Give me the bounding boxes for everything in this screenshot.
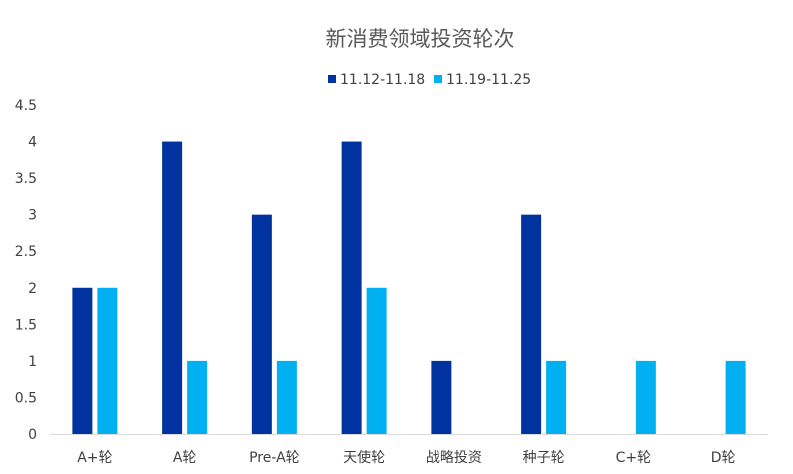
bar-series-1 — [162, 141, 183, 435]
legend-swatch — [434, 75, 442, 83]
bar-series-1 — [72, 287, 93, 434]
legend-label: 11.12-11.18 — [340, 72, 425, 88]
y-tick-label: 3.5 — [15, 171, 37, 187]
y-tick-label: 1 — [28, 354, 37, 370]
x-axis: A+轮 A轮 Pre-A轮 天使轮 战略投资 种子轮 C+轮 D轮 — [50, 434, 768, 466]
x-tick-label: 种子轮 — [523, 450, 565, 466]
plot-area — [72, 141, 746, 435]
x-tick-label: 战略投资 — [426, 450, 482, 466]
chart-title: 新消费领域投资轮次 — [326, 27, 515, 51]
legend-label: 11.19-11.25 — [446, 72, 531, 88]
x-tick-label: 天使轮 — [343, 449, 385, 466]
bar-series-2 — [546, 360, 567, 434]
y-tick-label: 0.5 — [15, 390, 37, 406]
bar-series-1 — [521, 214, 542, 434]
x-tick-label: A+轮 — [77, 450, 112, 466]
bar-series-2 — [366, 287, 387, 434]
x-tick-label: C+轮 — [616, 450, 652, 466]
y-tick-label: 2.5 — [15, 244, 37, 260]
y-tick-label: 3 — [28, 208, 37, 224]
y-axis: 0 0.5 1 1.5 2 2.5 3 3.5 4 4.5 — [15, 98, 37, 443]
y-tick-label: 4.5 — [15, 98, 37, 114]
legend: 11.12-11.18 11.19-11.25 — [328, 72, 531, 88]
bar-series-2 — [97, 287, 118, 434]
legend-swatch — [328, 75, 336, 83]
bar-series-1 — [341, 141, 362, 435]
bar-series-1 — [431, 360, 452, 434]
bar-series-2 — [635, 360, 656, 434]
bar-series-2 — [725, 360, 746, 434]
x-tick-label: Pre-A轮 — [249, 450, 300, 466]
x-tick-label: A轮 — [173, 450, 197, 466]
bar-series-2 — [187, 360, 208, 434]
x-tick-label: D轮 — [711, 450, 736, 466]
y-tick-label: 2 — [28, 281, 37, 297]
bar-series-2 — [276, 360, 297, 434]
y-tick-label: 4 — [28, 135, 37, 151]
y-tick-label: 0 — [28, 427, 37, 443]
bar-series-1 — [251, 214, 272, 434]
y-tick-label: 1.5 — [15, 317, 37, 333]
